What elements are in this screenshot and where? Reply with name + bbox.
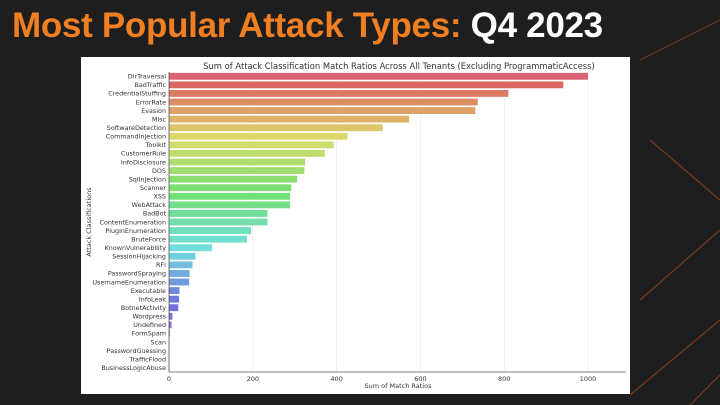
y-tick-label: PluginEnumeration bbox=[105, 227, 166, 235]
chart-container: Sum of Attack Classification Match Ratio… bbox=[81, 57, 630, 394]
x-tick-label: 400 bbox=[330, 375, 342, 383]
y-tick-label: BadBot bbox=[143, 210, 167, 218]
bar-Executable bbox=[169, 287, 180, 294]
y-tick-label: SessionHijacking bbox=[112, 253, 166, 261]
y-tick-label: CommandInjection bbox=[106, 133, 166, 141]
bar-BruteForce bbox=[169, 235, 247, 243]
bar-DOS bbox=[169, 167, 305, 174]
y-tick-label: SoftwareDetection bbox=[107, 124, 166, 132]
bar-SoftwareDetection bbox=[169, 124, 383, 132]
slide-title: Most Popular Attack Types: Q4 2023 bbox=[12, 6, 603, 46]
bar-Evasion bbox=[169, 107, 476, 114]
bar-WebAttack bbox=[169, 201, 291, 209]
y-tick-label: CustomerRule bbox=[121, 150, 166, 158]
y-tick-label: InfoDisclosure bbox=[121, 158, 166, 166]
y-tick-label: ContentEnumeration bbox=[100, 218, 167, 226]
y-tick-label: BadTraffic bbox=[134, 81, 166, 89]
bar-Toolkit bbox=[169, 141, 334, 149]
y-tick-label: Undefined bbox=[133, 321, 166, 329]
y-tick-label: XSS bbox=[154, 193, 167, 201]
bar-CredentialStuffing bbox=[169, 90, 509, 97]
x-tick-label: 200 bbox=[247, 375, 259, 383]
y-tick-label: Toolkit bbox=[145, 141, 167, 149]
bar-CustomerRule bbox=[169, 150, 325, 157]
y-tick-label: FormSpam bbox=[132, 330, 166, 338]
bar-Misc bbox=[169, 115, 410, 123]
bar-BadBot bbox=[169, 210, 268, 217]
y-tick-label: WebAttack bbox=[132, 201, 167, 209]
x-axis-label: Sum of Match Ratios bbox=[365, 382, 433, 390]
bar-XSS bbox=[169, 192, 291, 200]
bar-InfoDisclosure bbox=[169, 158, 306, 166]
x-tick-label: 800 bbox=[498, 375, 510, 383]
y-tick-label: Executable bbox=[131, 287, 166, 295]
y-tick-label: DOS bbox=[152, 167, 166, 175]
y-tick-label: BotnetActivity bbox=[121, 304, 166, 312]
bar-RFI bbox=[169, 261, 193, 269]
y-tick-label: RFI bbox=[156, 261, 166, 269]
bar-PluginEnumeration bbox=[169, 227, 252, 234]
y-tick-label: SqlInjection bbox=[129, 175, 166, 183]
bar-ContentEnumeration bbox=[169, 218, 268, 226]
x-tick-label: 1000 bbox=[580, 375, 597, 383]
y-tick-label: Scan bbox=[150, 338, 166, 346]
y-tick-label: CredentialStuffing bbox=[108, 90, 166, 98]
y-tick-label: DirTraversal bbox=[128, 73, 166, 81]
chart-title: Sum of Attack Classification Match Ratio… bbox=[203, 61, 595, 71]
x-tick-label: 600 bbox=[414, 375, 426, 383]
y-tick-label: KnownVulnerability bbox=[105, 244, 167, 252]
y-tick-label: Evasion bbox=[141, 107, 166, 115]
y-tick-label: TrafficFlood bbox=[128, 355, 166, 363]
y-tick-label: Scanner bbox=[140, 184, 167, 192]
bar-Scanner bbox=[169, 184, 292, 192]
y-tick-label: Misc bbox=[152, 115, 167, 123]
bar-Wordpress bbox=[169, 312, 173, 320]
y-tick-label: PasswordSpraying bbox=[108, 270, 166, 278]
x-tick-label: 0 bbox=[167, 375, 171, 383]
bar-BadTraffic bbox=[169, 81, 564, 89]
bar-UsernameEnumeration bbox=[169, 278, 190, 286]
bar-CommandInjection bbox=[169, 132, 348, 140]
bar-DirTraversal bbox=[169, 72, 588, 80]
bar-SqlInjection bbox=[169, 175, 298, 183]
y-tick-label: ErrorRate bbox=[136, 98, 166, 106]
slide-title-main: Most Popular Attack Types: bbox=[12, 6, 462, 45]
bar-ErrorRate bbox=[169, 98, 478, 106]
y-tick-label: Wordpress bbox=[132, 313, 166, 321]
bar-Undefined bbox=[169, 321, 172, 329]
bar-SessionHijacking bbox=[169, 252, 196, 260]
bar-FormSpam bbox=[169, 330, 170, 337]
y-tick-label: BruteForce bbox=[131, 235, 166, 243]
bar-PasswordSpraying bbox=[169, 270, 190, 277]
y-tick-label: InfoLeak bbox=[139, 295, 166, 303]
y-tick-label: BusinessLogicAbuse bbox=[101, 364, 166, 372]
y-tick-label: UsernameEnumeration bbox=[92, 278, 166, 286]
bar-InfoLeak bbox=[169, 295, 180, 303]
bar-BotnetActivity bbox=[169, 304, 179, 312]
bar-chart: Sum of Attack Classification Match Ratio… bbox=[85, 61, 626, 390]
y-axis-label: Attack Classifications bbox=[85, 187, 93, 257]
slide-title-highlight: Q4 2023 bbox=[470, 6, 603, 45]
bar-KnownVulnerability bbox=[169, 244, 213, 252]
y-tick-label: PasswordGuessing bbox=[107, 347, 166, 355]
